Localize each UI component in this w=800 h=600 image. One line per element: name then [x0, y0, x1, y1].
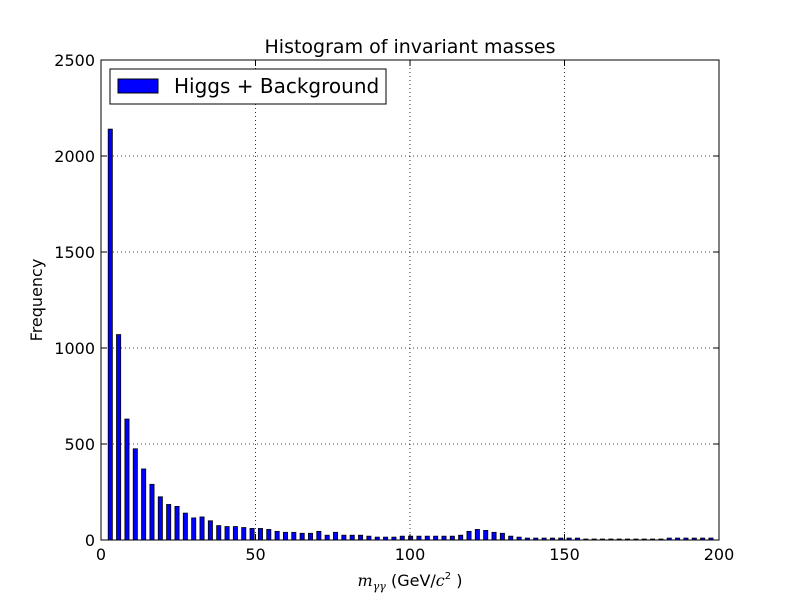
y-axis-label: Frequency — [27, 259, 46, 342]
histogram-bar — [308, 532, 313, 541]
x-axis-label: mγγ (GeV/c2 ) — [358, 571, 463, 593]
x-axis-label-c: c — [436, 571, 445, 590]
histogram-bar — [399, 535, 405, 541]
histogram-bar — [257, 528, 263, 541]
x-axis-label-close: ) — [451, 571, 462, 590]
histogram-bar — [424, 535, 430, 541]
histogram-bar — [141, 468, 147, 541]
x-axis-label-subscript: γγ — [373, 580, 387, 593]
histogram-bar — [474, 529, 480, 541]
x-axis-label-symbol: m — [358, 571, 373, 590]
histogram-bar — [358, 534, 364, 541]
histogram-bar — [224, 526, 230, 541]
histogram-bar — [508, 535, 514, 541]
bars — [107, 128, 714, 541]
histogram-bar — [324, 534, 330, 541]
histogram-bar — [116, 334, 122, 541]
x-axis-label-exponent: 2 — [445, 571, 451, 582]
x-tick-label: 0 — [96, 545, 106, 564]
y-tick-label: 0 — [85, 531, 95, 550]
legend-swatch — [117, 78, 159, 94]
x-tick-label: 200 — [704, 545, 735, 564]
histogram-bar — [491, 531, 497, 541]
y-tick-label: 2500 — [54, 51, 95, 70]
histogram-bar — [107, 128, 113, 541]
histogram-bar — [441, 535, 447, 541]
legend: Higgs + Background — [109, 68, 387, 105]
histogram-bar — [207, 520, 213, 541]
histogram-bar — [291, 531, 297, 541]
y-tick-label: 2000 — [54, 147, 95, 166]
x-tick-label: 150 — [549, 545, 580, 564]
x-tick-label: 50 — [245, 545, 265, 564]
histogram-bar — [191, 517, 197, 541]
histogram-bar — [282, 531, 288, 541]
histogram-bar — [333, 531, 339, 541]
histogram-bar — [199, 516, 205, 541]
histogram-bar — [466, 530, 472, 541]
histogram-bar — [366, 535, 372, 541]
histogram-bar — [249, 528, 255, 541]
chart-title: Histogram of invariant masses — [265, 36, 556, 58]
y-tick-label: 1500 — [54, 243, 95, 262]
x-tick-label: 100 — [395, 545, 426, 564]
histogram-bar — [241, 527, 247, 541]
histogram-bar — [299, 532, 305, 541]
legend-label: Higgs + Background — [174, 74, 379, 98]
x-axis-label-units: (GeV/ — [386, 571, 437, 590]
histogram-bar — [416, 535, 422, 541]
histogram-bar — [174, 505, 180, 541]
histogram-bar — [449, 535, 455, 541]
histogram-bar — [166, 504, 172, 541]
histogram-bar — [408, 535, 414, 541]
y-tick-label: 500 — [64, 435, 95, 454]
histogram-bar — [458, 534, 464, 541]
histogram-bar — [216, 525, 222, 541]
histogram-bar — [149, 483, 155, 541]
histogram-bar — [499, 532, 505, 541]
histogram-bar — [341, 534, 347, 541]
histogram-bar — [266, 529, 272, 541]
histogram-bar — [483, 530, 489, 541]
histogram-bar — [182, 512, 188, 541]
histogram-bar — [316, 530, 322, 541]
histogram-bar — [232, 526, 238, 541]
histogram-bar — [349, 534, 355, 541]
y-tick-label: 1000 — [54, 339, 95, 358]
histogram-bar — [124, 418, 130, 541]
histogram-bar — [157, 496, 163, 541]
histogram-bar — [132, 448, 138, 541]
histogram-bar — [274, 530, 280, 541]
histogram-bar — [433, 535, 439, 541]
